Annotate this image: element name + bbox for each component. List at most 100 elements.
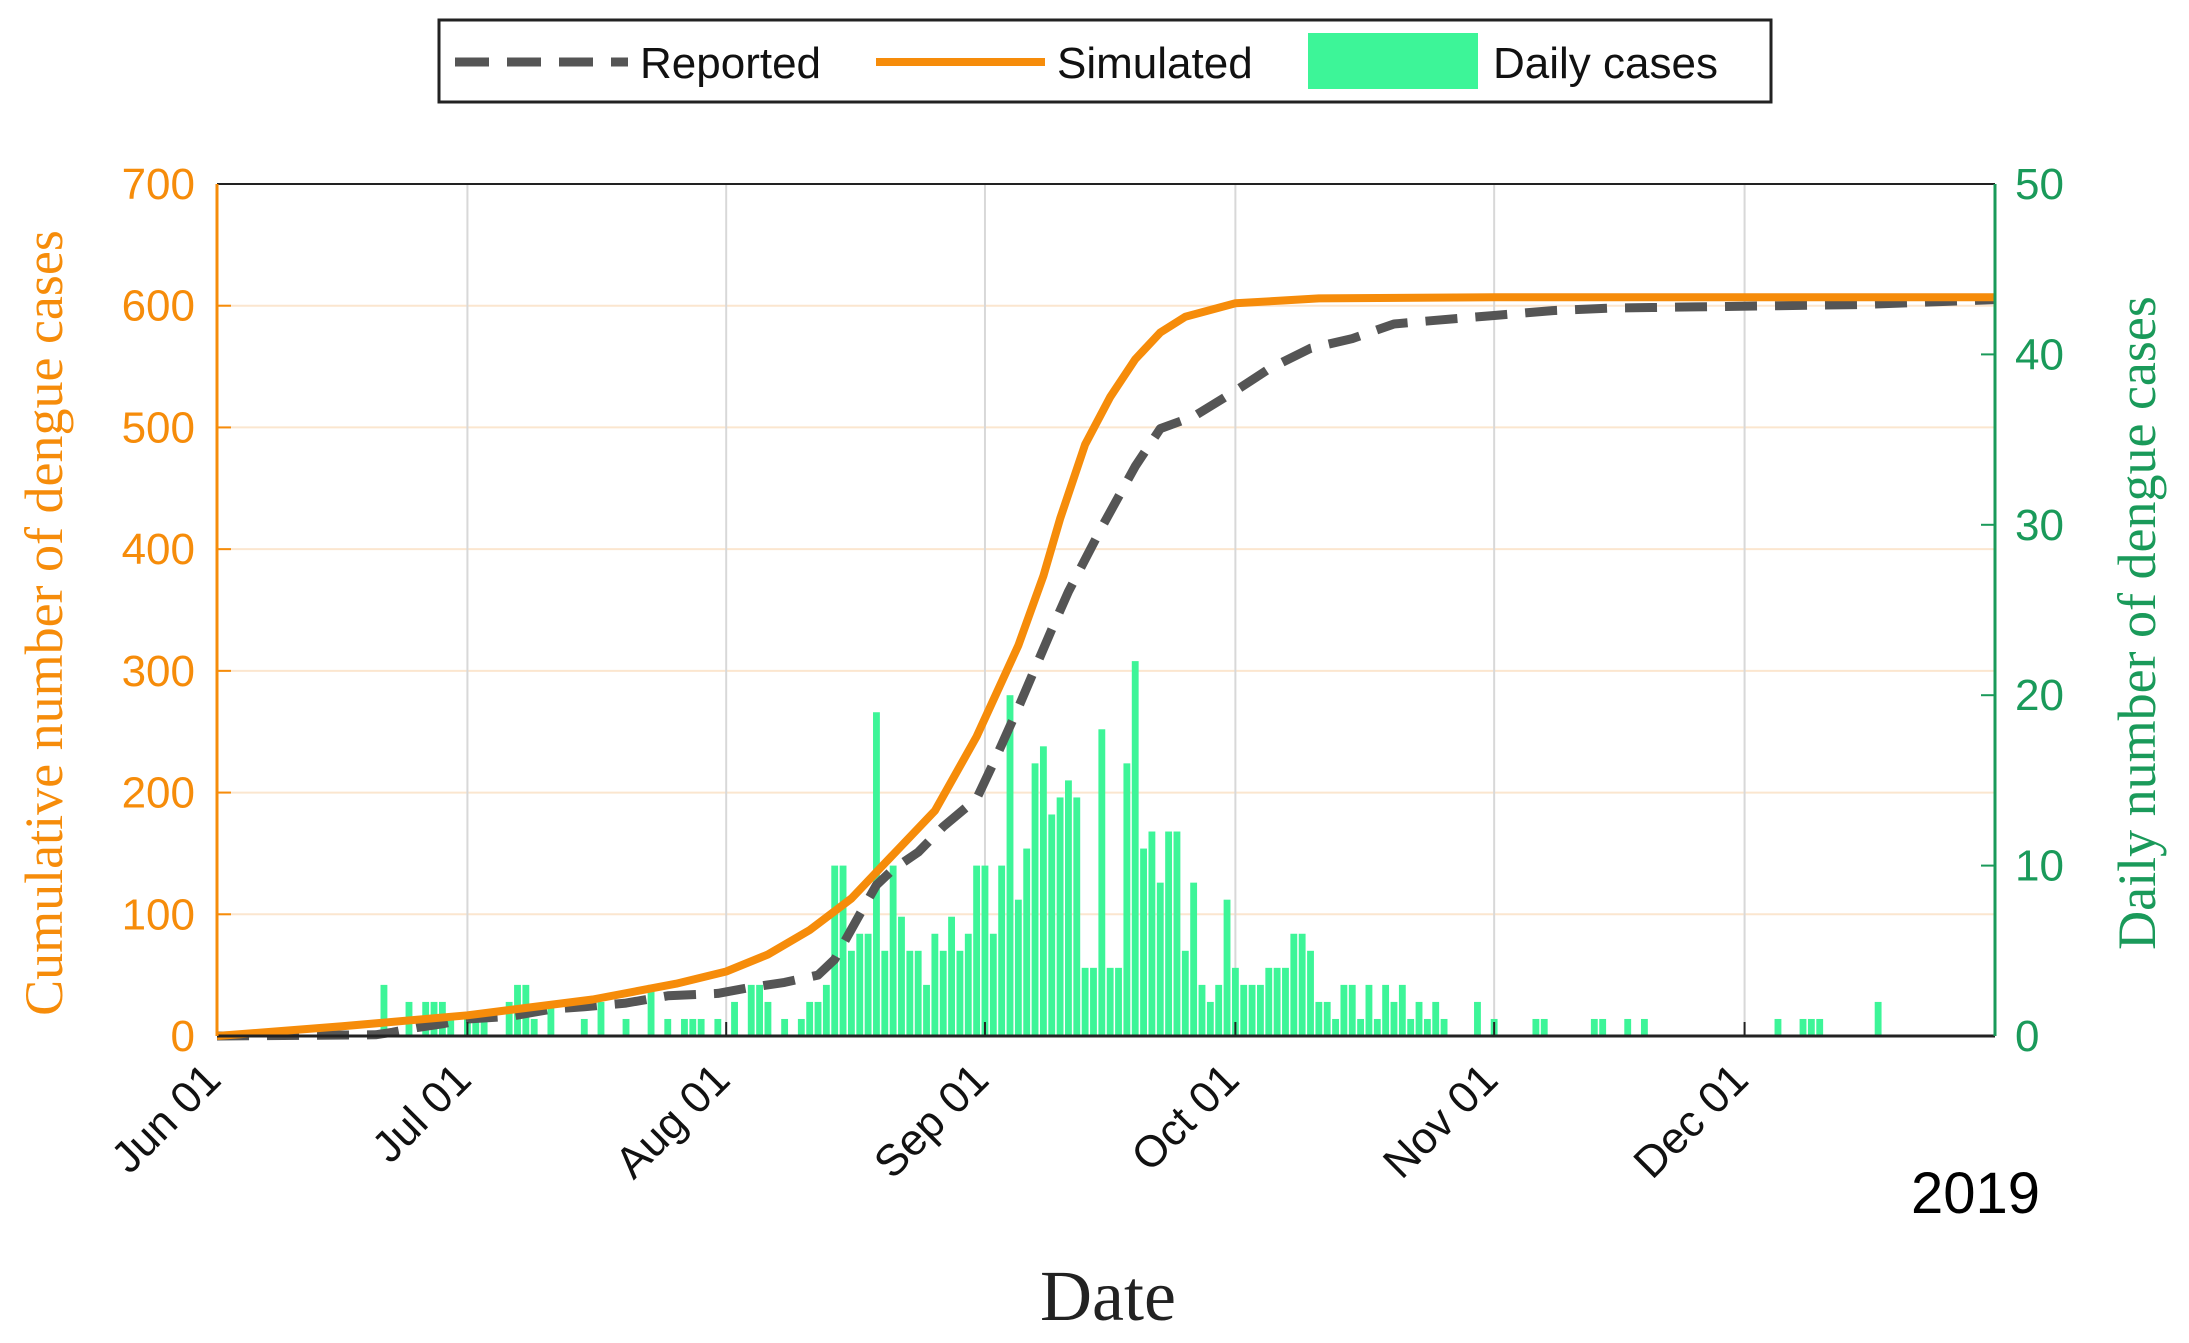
daily-case-bar: [1257, 984, 1264, 1036]
daily-case-bar: [1148, 831, 1156, 1036]
daily-case-bar: [797, 1018, 805, 1036]
daily-case-bar: [1874, 1001, 1882, 1036]
x-tick-label: Dec 01: [1624, 1054, 1757, 1187]
daily-case-bar: [597, 1001, 605, 1036]
daily-case-bar: [1265, 967, 1273, 1036]
daily-case-bar: [998, 865, 1006, 1036]
daily-case-bar: [1140, 848, 1147, 1036]
daily-case-bar: [480, 1018, 488, 1036]
daily-case-bar: [1398, 984, 1406, 1036]
daily-case-bar: [973, 865, 981, 1036]
daily-case-bar: [1282, 967, 1289, 1036]
daily-case-bar: [847, 950, 855, 1036]
daily-case-bar: [505, 1001, 513, 1036]
year-label: 2019: [1911, 1161, 2040, 1226]
x-tick-label: Jun 01: [102, 1054, 230, 1182]
daily-case-bar: [1640, 1018, 1648, 1036]
daily-case-bar: [580, 1018, 588, 1036]
daily-case-bar: [681, 1018, 688, 1036]
daily-case-bar: [1223, 899, 1231, 1036]
legend-daily-label: Daily cases: [1493, 39, 1718, 88]
daily-case-bar: [1290, 933, 1298, 1036]
left-tick-label: 600: [122, 282, 195, 331]
legend-reported-label: Reported: [640, 39, 821, 88]
daily-case-bar: [1031, 763, 1039, 1036]
daily-case-bar: [1774, 1018, 1782, 1036]
daily-case-bar: [731, 1001, 738, 1036]
daily-case-bar: [756, 984, 764, 1036]
x-tick-label: Sep 01: [865, 1054, 998, 1187]
daily-case-bar: [1023, 848, 1031, 1036]
daily-case-bar: [864, 933, 872, 1036]
left-tick-label: 0: [171, 1012, 195, 1061]
x-axis-label: Date: [1040, 1256, 1176, 1336]
left-tick-label: 300: [122, 647, 195, 696]
right-tick-label: 20: [2015, 671, 2064, 720]
daily-case-bar: [1432, 1001, 1440, 1036]
daily-case-bar: [856, 933, 864, 1036]
right-tick-label: 0: [2015, 1012, 2039, 1061]
daily-case-bar: [1173, 831, 1181, 1036]
daily-case-bar: [647, 984, 655, 1036]
daily-case-bar: [1165, 831, 1173, 1036]
legend-box: [437, 18, 1773, 104]
daily-case-bar: [1540, 1018, 1548, 1036]
right-tick-label: 30: [2015, 501, 2064, 550]
daily-case-bar: [1365, 984, 1373, 1036]
daily-case-bar: [1390, 1001, 1398, 1036]
daily-case-bar: [664, 1018, 672, 1036]
left-tick-label: 100: [122, 890, 195, 939]
daily-case-bar: [923, 984, 930, 1036]
daily-case-bar: [781, 1018, 789, 1036]
daily-case-bar: [1332, 1018, 1339, 1036]
daily-case-bar: [1206, 1001, 1214, 1036]
right-tick-label: 40: [2015, 330, 2064, 379]
cumulative-lines: [216, 293, 1996, 1041]
daily-case-bar: [1340, 984, 1348, 1036]
daily-case-bar: [1382, 984, 1390, 1036]
daily-case-bar: [714, 1018, 722, 1036]
daily-case-bar: [1357, 1018, 1365, 1036]
daily-case-bar: [1098, 729, 1106, 1036]
daily-case-bar: [1599, 1018, 1607, 1036]
left-axis-label: Cumulative number of dengue cases: [14, 230, 74, 1016]
daily-case-bar: [1307, 950, 1314, 1036]
daily-case-bar: [1215, 984, 1223, 1036]
left-tick-label: 400: [122, 525, 195, 574]
daily-case-bar: [1181, 950, 1189, 1036]
daily-case-bar: [764, 1001, 772, 1036]
right-tick-label: 10: [2015, 842, 2064, 891]
daily-case-bar: [1190, 882, 1198, 1036]
daily-case-bar: [1039, 746, 1047, 1036]
daily-case-bar: [1048, 814, 1056, 1036]
daily-case-bar: [1156, 882, 1164, 1036]
daily-case-bar: [881, 950, 889, 1036]
daily-case-bar: [956, 950, 964, 1036]
left-tick-label: 200: [122, 769, 195, 818]
daily-case-bar: [1115, 967, 1122, 1036]
legend-daily-swatch: [1308, 33, 1478, 89]
daily-case-bar: [1123, 763, 1131, 1036]
daily-case-bar: [1440, 1018, 1448, 1036]
daily-case-bar: [380, 984, 388, 1036]
daily-case-bar: [1131, 661, 1139, 1036]
daily-case-bar: [931, 933, 939, 1036]
daily-case-bar: [914, 950, 922, 1036]
x-tick-label: Oct 01: [1122, 1054, 1248, 1180]
daily-case-bar: [806, 1001, 814, 1036]
daily-case-bar: [447, 1018, 455, 1036]
daily-case-bar: [1248, 984, 1256, 1036]
daily-case-bar: [472, 1018, 480, 1036]
left-tick-label: 700: [122, 160, 195, 209]
daily-case-bar: [1240, 984, 1248, 1036]
legend: Reported Simulated Daily cases: [437, 18, 1773, 104]
x-tick-label: Nov 01: [1374, 1054, 1507, 1187]
daily-case-bar: [831, 865, 839, 1036]
right-tick-label: 50: [2015, 160, 2064, 209]
daily-case-bar: [547, 1001, 555, 1036]
axes: [215, 183, 1997, 1038]
daily-case-bar: [1014, 899, 1022, 1036]
daily-case-bar: [1423, 1018, 1431, 1036]
daily-case-bar: [906, 950, 914, 1036]
